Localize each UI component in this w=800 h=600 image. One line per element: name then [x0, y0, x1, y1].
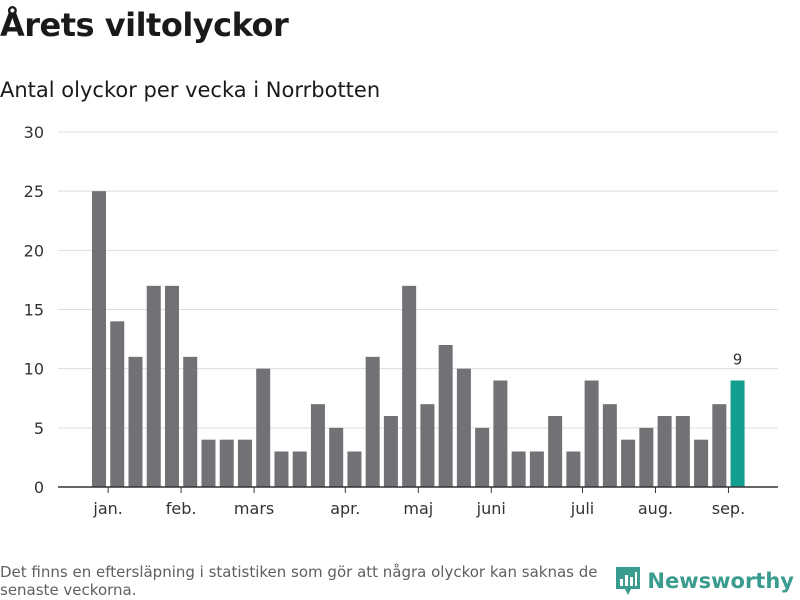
bar [274, 451, 289, 487]
y-tick-label: 10 [24, 360, 44, 379]
x-tick-label: jan. [92, 499, 122, 518]
bar [237, 439, 252, 487]
bar-chart: 0 5 10 15 20 25 30 jan. feb. mars apr. maj juni juli a… [24, 123, 778, 518]
bar [511, 451, 526, 487]
data-labels: 9 [733, 351, 743, 369]
bar [146, 285, 161, 487]
x-tick-label: aug. [638, 499, 673, 518]
x-tick-label: juli [570, 499, 594, 518]
y-tick-label: 0 [34, 478, 44, 497]
bar [456, 368, 471, 487]
bar [621, 439, 636, 487]
bar [493, 380, 508, 487]
y-tick-label: 25 [24, 182, 44, 201]
bar [347, 451, 362, 487]
bar [712, 404, 727, 487]
bar [402, 285, 417, 487]
bar-highlight [730, 380, 745, 487]
bars [92, 191, 745, 487]
y-tick-label: 15 [24, 301, 44, 320]
bar [602, 404, 617, 487]
bar [329, 427, 344, 487]
brand-name: Newsworthy [647, 569, 794, 593]
bar [566, 451, 581, 487]
chart-title: Årets viltolyckor [0, 6, 289, 44]
bar [310, 404, 325, 487]
bar [548, 416, 563, 487]
bar [201, 439, 216, 487]
bar [92, 191, 106, 487]
bar [128, 356, 143, 487]
bar [365, 356, 380, 487]
bar [420, 404, 435, 487]
footnote: Det finns en eftersläpning i statistiken… [0, 563, 598, 599]
y-tick-label: 30 [24, 123, 44, 142]
x-tick-label: juni [476, 499, 506, 518]
brand-logo: Newsworthy [615, 566, 794, 596]
x-tick-label: apr. [330, 499, 360, 518]
bar [383, 416, 398, 487]
bar [657, 416, 672, 487]
bar [675, 416, 690, 487]
bar [164, 285, 179, 487]
bar [292, 451, 307, 487]
bar [639, 427, 654, 487]
y-tick-label: 20 [24, 241, 44, 260]
newsworthy-logo-icon [616, 567, 641, 595]
bar [529, 451, 544, 487]
bar [219, 439, 234, 487]
chart-subtitle: Antal olyckor per vecka i Norrbotten [0, 78, 381, 102]
y-tick-label: 5 [34, 419, 44, 438]
bar [475, 427, 490, 487]
x-tick-label: maj [403, 499, 433, 518]
bar [438, 345, 453, 487]
data-label: 9 [733, 351, 743, 369]
bar [694, 439, 709, 487]
axes: 0 5 10 15 20 25 30 jan. feb. mars apr. maj juni juli a… [24, 123, 778, 518]
x-tick-label: sep. [712, 499, 745, 518]
x-tick-label: mars [234, 499, 274, 518]
bar [183, 356, 198, 487]
bar [584, 380, 599, 487]
bar [256, 368, 271, 487]
bar [110, 321, 125, 487]
x-tick-label: feb. [166, 499, 197, 518]
